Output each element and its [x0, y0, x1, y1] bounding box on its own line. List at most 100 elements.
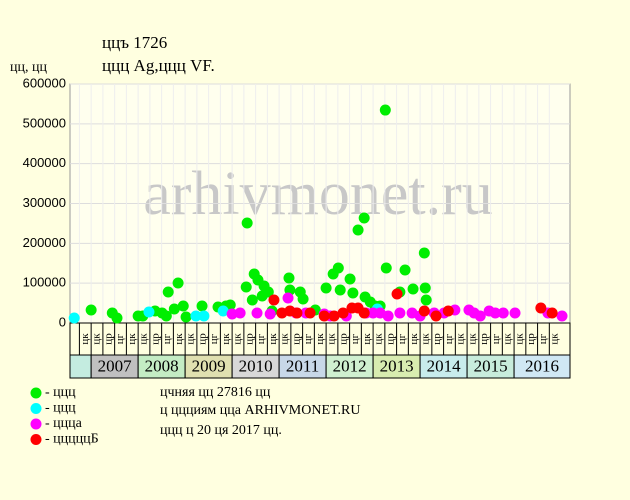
- point: [68, 312, 80, 324]
- chart-title: ццъ 1726: [102, 33, 167, 52]
- point: [246, 294, 258, 306]
- quarter-label: цг: [443, 333, 455, 344]
- point: [172, 277, 184, 289]
- x-tick-label: 2010: [239, 356, 273, 375]
- quarter-label: цк: [373, 333, 385, 345]
- legend-label: - ццца: [45, 416, 83, 431]
- quarter-label: цр: [525, 333, 537, 345]
- point: [334, 284, 346, 296]
- quarter-label: цк: [455, 333, 467, 345]
- quarter-label: цр: [431, 333, 443, 345]
- quarter-label: цр: [243, 333, 255, 345]
- quarter-label: цр: [196, 333, 208, 345]
- point: [196, 300, 208, 312]
- quarter-label: цк: [126, 333, 138, 345]
- y-tick-label: 300000: [23, 195, 66, 210]
- quarter-label: цг: [537, 333, 549, 344]
- note: ццц ц 20 ця 2017 цц.: [160, 423, 282, 438]
- legend-marker: [30, 387, 42, 399]
- quarter-label: цк: [91, 333, 103, 345]
- quarter-label: цк: [138, 333, 150, 345]
- quarter-label: цк: [220, 333, 232, 345]
- point: [358, 307, 370, 319]
- point: [217, 305, 229, 317]
- quarter-label: цг: [396, 333, 408, 344]
- x-tick-label: 2011: [286, 356, 319, 375]
- point: [420, 294, 432, 306]
- point: [177, 300, 189, 312]
- quarter-label: цк: [466, 333, 478, 345]
- point: [291, 307, 303, 319]
- point: [328, 310, 340, 322]
- quarter-label: цк: [361, 333, 373, 345]
- quarter-label: цк: [173, 333, 185, 345]
- point: [198, 310, 210, 322]
- quarter-label: цр: [384, 333, 396, 345]
- point: [391, 288, 403, 300]
- quarter-label: цр: [337, 333, 349, 345]
- point: [399, 264, 411, 276]
- quarter-strip: [69, 322, 571, 356]
- legend-marker: [30, 418, 42, 430]
- legend-label: - цццццБ: [45, 432, 99, 447]
- quarter-label: цк: [279, 333, 291, 345]
- point: [509, 307, 521, 319]
- quarter-label: цк: [326, 333, 338, 345]
- point: [160, 310, 172, 322]
- quarter-label: цк: [185, 333, 197, 345]
- point: [337, 307, 349, 319]
- point: [419, 282, 431, 294]
- point: [226, 308, 238, 320]
- point: [380, 262, 392, 274]
- point: [489, 307, 501, 319]
- y-tick-label: 0: [59, 314, 66, 329]
- point: [180, 311, 192, 323]
- quarter-label: цк: [408, 333, 420, 345]
- point: [382, 310, 394, 322]
- quarter-label: цр: [149, 333, 161, 345]
- quarter-label: цг: [490, 333, 502, 344]
- y-axis-label: цц, цц: [10, 60, 47, 75]
- point: [352, 224, 364, 236]
- point: [143, 306, 155, 318]
- point: [379, 104, 391, 116]
- point: [344, 273, 356, 285]
- legend-label: - ццц: [45, 401, 76, 416]
- x-tick-label: 2009: [192, 356, 226, 375]
- quarter-label: цр: [102, 333, 114, 345]
- point: [407, 283, 419, 295]
- point: [304, 307, 316, 319]
- point: [190, 310, 202, 322]
- point: [535, 302, 547, 314]
- point: [332, 262, 344, 274]
- point: [358, 212, 370, 224]
- point: [268, 294, 280, 306]
- quarter-label: цг: [255, 333, 267, 344]
- point: [262, 286, 274, 298]
- quarter-label: цк: [502, 333, 514, 345]
- y-tick-label: 400000: [23, 155, 66, 170]
- point: [241, 217, 253, 229]
- watermark: arhivmonet.ru: [143, 160, 493, 228]
- note: ц ццциям цца ARHIVMONET.RU: [160, 403, 360, 418]
- point: [168, 303, 180, 315]
- x-tick-label: 2015: [474, 356, 508, 375]
- x-tick-label: 2014: [427, 356, 462, 375]
- point: [264, 308, 276, 320]
- point: [283, 272, 295, 284]
- year-band: [69, 354, 92, 379]
- quarter-label: цк: [513, 333, 525, 345]
- y-tick-label: 200000: [23, 235, 66, 250]
- y-tick-label: 100000: [23, 275, 66, 290]
- point: [430, 310, 442, 322]
- point: [282, 292, 294, 304]
- quarter-label: цг: [349, 333, 361, 344]
- x-tick-label: 2008: [145, 356, 179, 375]
- quarter-label: цг: [302, 333, 314, 344]
- x-tick-label: 2016: [525, 356, 559, 375]
- point: [318, 310, 330, 322]
- quarter-label: цг: [114, 333, 126, 344]
- point: [111, 312, 123, 324]
- chart-subtitle: ццц Ag,ццц VF.: [102, 56, 215, 75]
